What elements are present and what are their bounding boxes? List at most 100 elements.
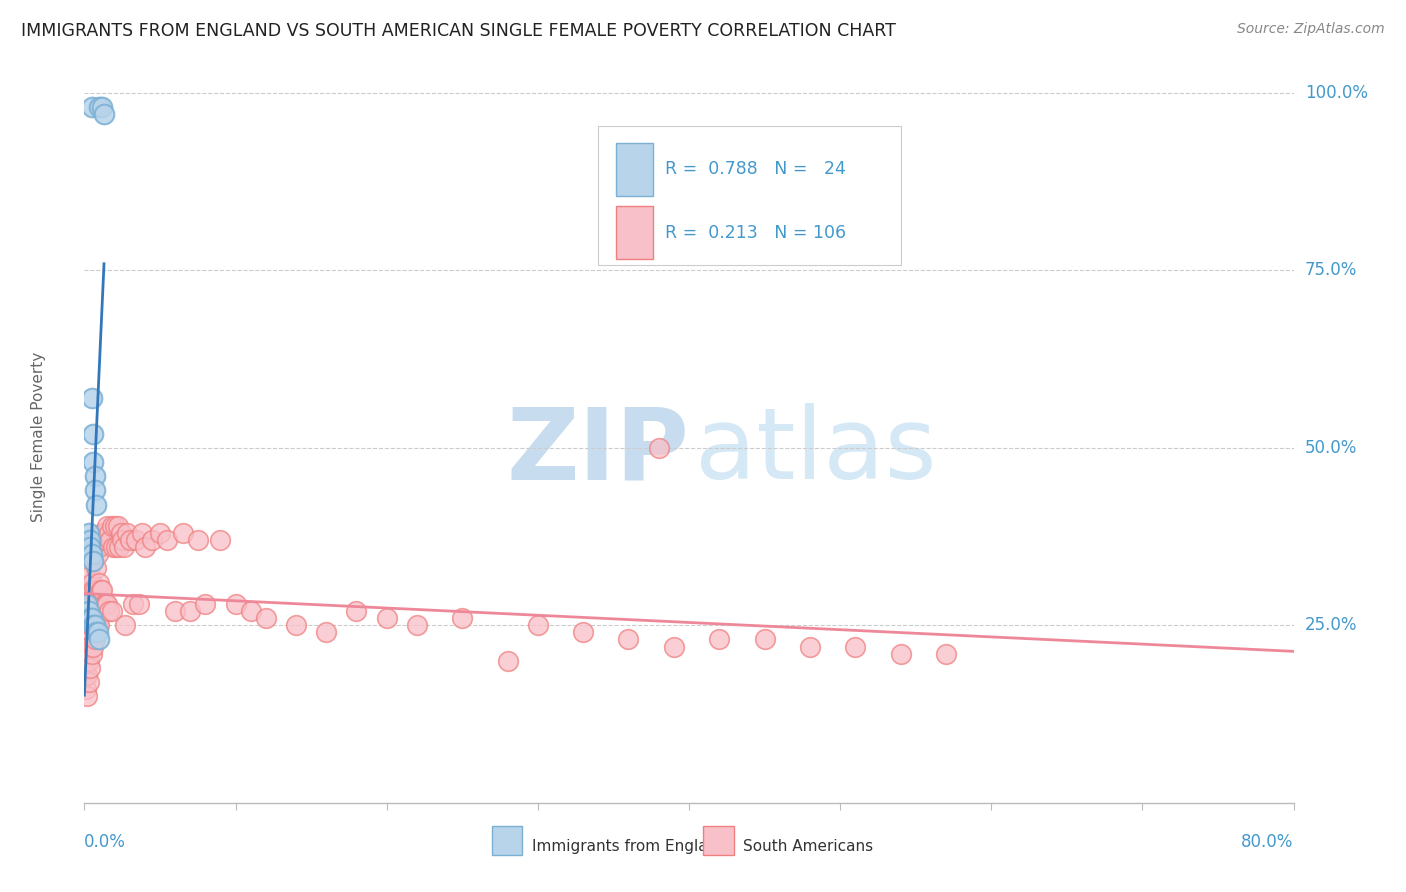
Point	[89, 632, 111, 647]
Point	[94, 533, 117, 547]
FancyBboxPatch shape	[703, 826, 734, 855]
Point	[84, 618, 107, 632]
Point	[187, 533, 209, 547]
Point	[82, 611, 104, 625]
Text: Source: ZipAtlas.com: Source: ZipAtlas.com	[1237, 22, 1385, 37]
Point	[77, 604, 100, 618]
Point	[115, 525, 138, 540]
Point	[179, 604, 201, 618]
Point	[346, 604, 368, 618]
Point	[79, 661, 101, 675]
Point	[87, 582, 110, 597]
Point	[111, 533, 134, 547]
Text: South Americans: South Americans	[744, 839, 873, 855]
Point	[527, 618, 550, 632]
FancyBboxPatch shape	[492, 826, 522, 855]
Point	[77, 525, 100, 540]
Point	[89, 540, 111, 554]
Point	[209, 533, 232, 547]
Point	[77, 654, 100, 668]
Point	[84, 632, 107, 647]
Point	[80, 647, 103, 661]
Point	[86, 498, 108, 512]
Text: R =  0.213   N = 106: R = 0.213 N = 106	[665, 224, 846, 242]
Point	[87, 547, 110, 561]
Point	[285, 618, 308, 632]
Point	[79, 533, 101, 547]
Point	[375, 611, 398, 625]
Point	[648, 441, 671, 455]
Point	[79, 568, 101, 582]
Point	[128, 597, 150, 611]
Point	[315, 625, 337, 640]
Point	[82, 640, 104, 654]
Point	[406, 618, 429, 632]
Point	[799, 640, 821, 654]
Point	[172, 525, 194, 540]
Point	[93, 525, 115, 540]
Point	[76, 597, 98, 611]
Point	[156, 533, 179, 547]
Point	[91, 525, 114, 540]
Point	[77, 604, 100, 618]
Point	[93, 597, 115, 611]
Point	[75, 640, 97, 654]
Point	[90, 582, 112, 597]
Point	[79, 597, 101, 611]
Point	[225, 597, 247, 611]
Text: Single Female Poverty: Single Female Poverty	[31, 352, 46, 522]
Point	[131, 525, 153, 540]
Point	[451, 611, 474, 625]
Point	[80, 575, 103, 590]
Text: ZIP: ZIP	[506, 403, 689, 500]
Point	[80, 611, 103, 625]
Text: IMMIGRANTS FROM ENGLAND VS SOUTH AMERICAN SINGLE FEMALE POVERTY CORRELATION CHAR: IMMIGRANTS FROM ENGLAND VS SOUTH AMERICA…	[21, 22, 896, 40]
Point	[77, 675, 100, 690]
Point	[76, 582, 98, 597]
Point	[93, 107, 115, 121]
Point	[90, 533, 112, 547]
Point	[239, 604, 262, 618]
Point	[84, 582, 107, 597]
FancyBboxPatch shape	[616, 143, 652, 195]
Point	[112, 540, 135, 554]
Point	[80, 100, 103, 114]
Point	[75, 668, 97, 682]
Point	[97, 525, 120, 540]
Point	[86, 625, 108, 640]
Point	[91, 100, 114, 114]
Point	[87, 618, 110, 632]
Text: 100.0%: 100.0%	[1305, 84, 1368, 102]
Point	[110, 525, 132, 540]
Point	[104, 519, 127, 533]
Point	[96, 597, 118, 611]
Point	[709, 632, 731, 647]
Point	[80, 618, 103, 632]
FancyBboxPatch shape	[616, 206, 652, 259]
Text: atlas: atlas	[695, 403, 936, 500]
Point	[80, 547, 103, 561]
Point	[572, 625, 595, 640]
Point	[77, 640, 100, 654]
Text: 25.0%: 25.0%	[1305, 616, 1357, 634]
Point	[107, 519, 129, 533]
Point	[496, 654, 519, 668]
Point	[662, 640, 685, 654]
Point	[82, 554, 104, 568]
Point	[77, 625, 100, 640]
Point	[75, 597, 97, 611]
Point	[114, 618, 136, 632]
Point	[194, 597, 217, 611]
Point	[87, 625, 110, 640]
Point	[82, 618, 104, 632]
Point	[94, 597, 117, 611]
Point	[844, 640, 866, 654]
Point	[82, 426, 104, 441]
Point	[76, 625, 98, 640]
Point	[96, 519, 118, 533]
Text: 0.0%: 0.0%	[84, 833, 127, 851]
Point	[75, 682, 97, 697]
Point	[84, 604, 107, 618]
Point	[76, 640, 98, 654]
Point	[149, 525, 172, 540]
